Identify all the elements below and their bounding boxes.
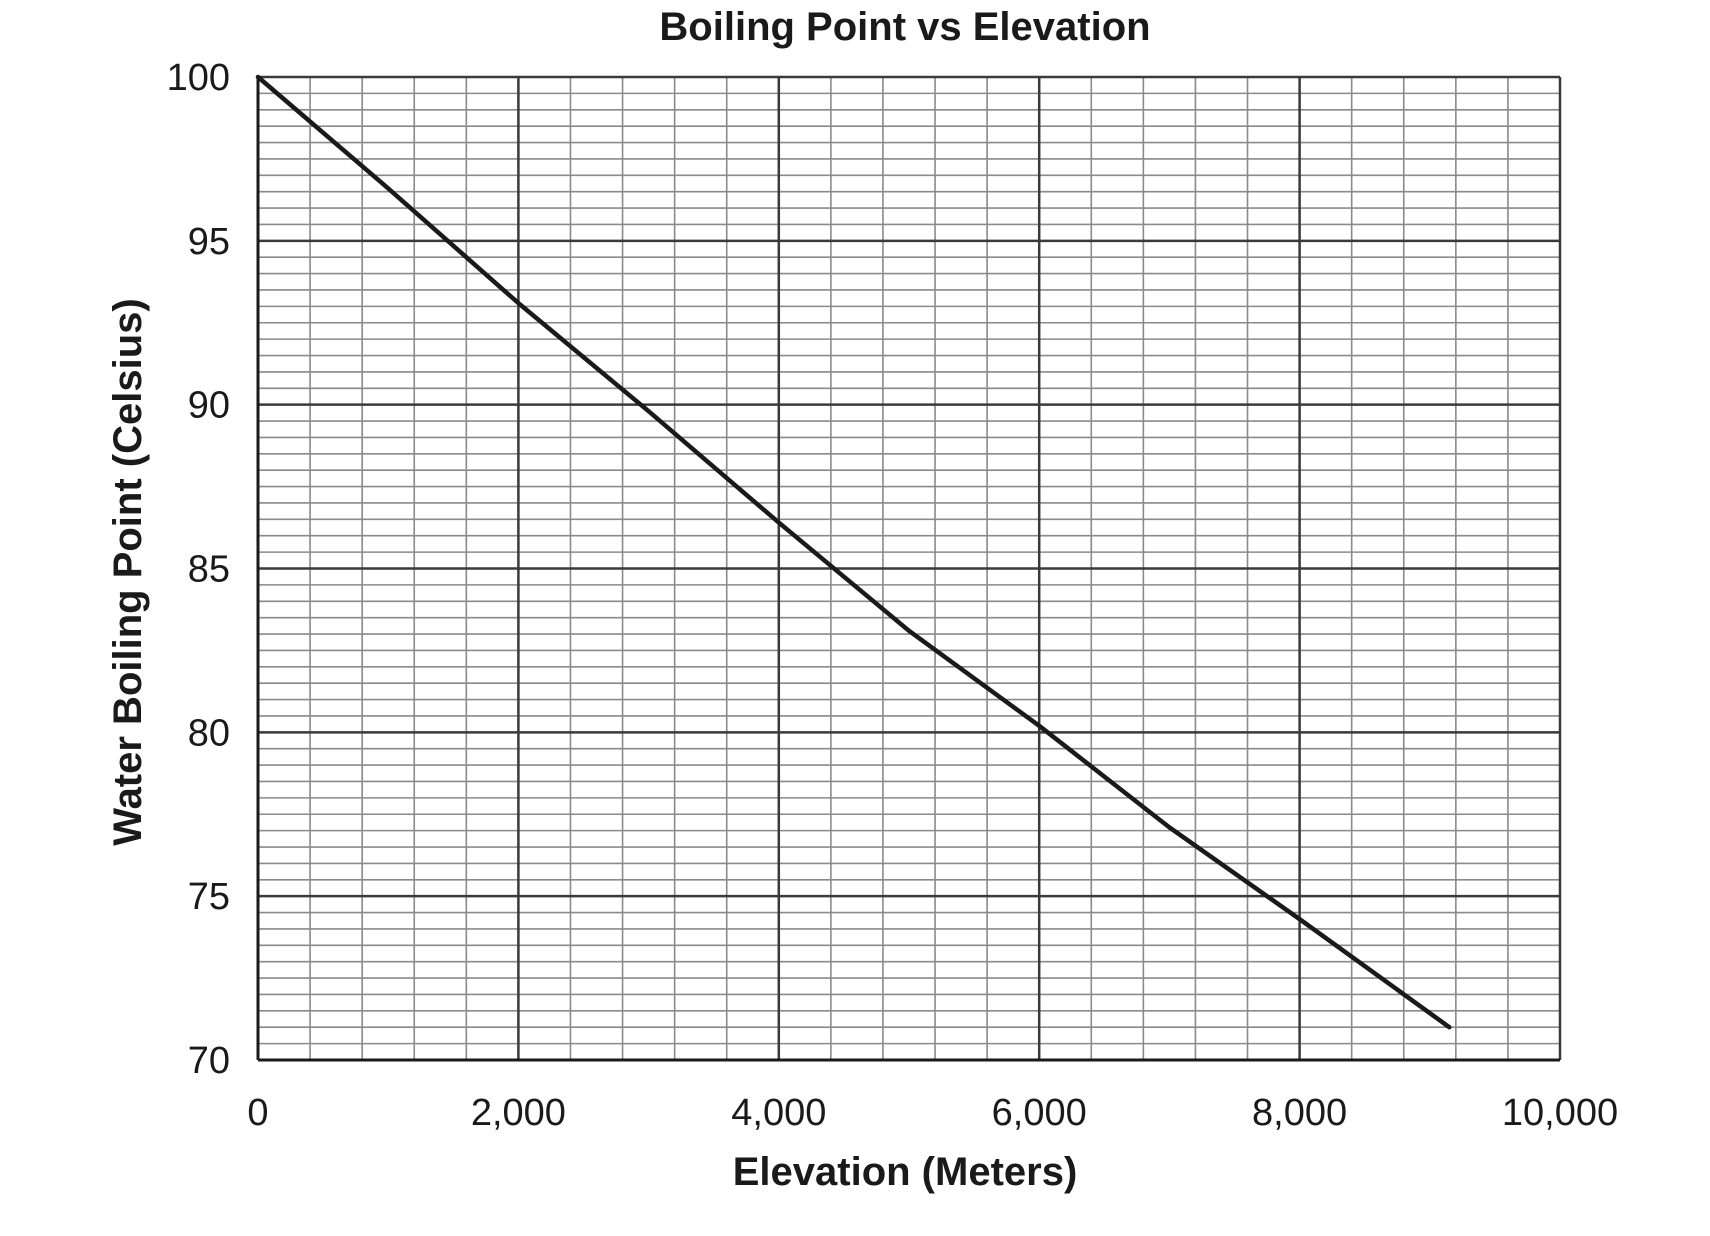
x-axis-label: Elevation (Meters)	[733, 1150, 1078, 1194]
x-tick-label: 0	[247, 1092, 268, 1134]
y-tick-label: 80	[188, 712, 230, 754]
y-tick-label: 85	[188, 549, 230, 591]
tick-labels: 0 2,000 4,000 6,000 8,000 10,000 70 75 80 85 90 95 1…	[167, 57, 1619, 1134]
series-line	[255, 74, 1452, 1030]
y-tick-label: 100	[167, 57, 230, 99]
data-layer	[255, 74, 1452, 1030]
y-tick-label: 90	[188, 385, 230, 427]
y-tick-label: 75	[188, 876, 230, 918]
x-tick-label: 4,000	[731, 1092, 826, 1134]
grid	[256, 75, 1562, 1062]
x-tick-label: 8,000	[1252, 1092, 1347, 1134]
y-tick-label: 70	[188, 1040, 230, 1082]
y-tick-label: 95	[188, 221, 230, 263]
chart-title: Boiling Point vs Elevation	[659, 5, 1150, 49]
x-tick-label: 2,000	[471, 1092, 566, 1134]
y-axis-label: Water Boiling Point (Celsius)	[106, 298, 150, 845]
x-tick-label: 10,000	[1502, 1092, 1618, 1134]
x-tick-label: 6,000	[992, 1092, 1087, 1134]
